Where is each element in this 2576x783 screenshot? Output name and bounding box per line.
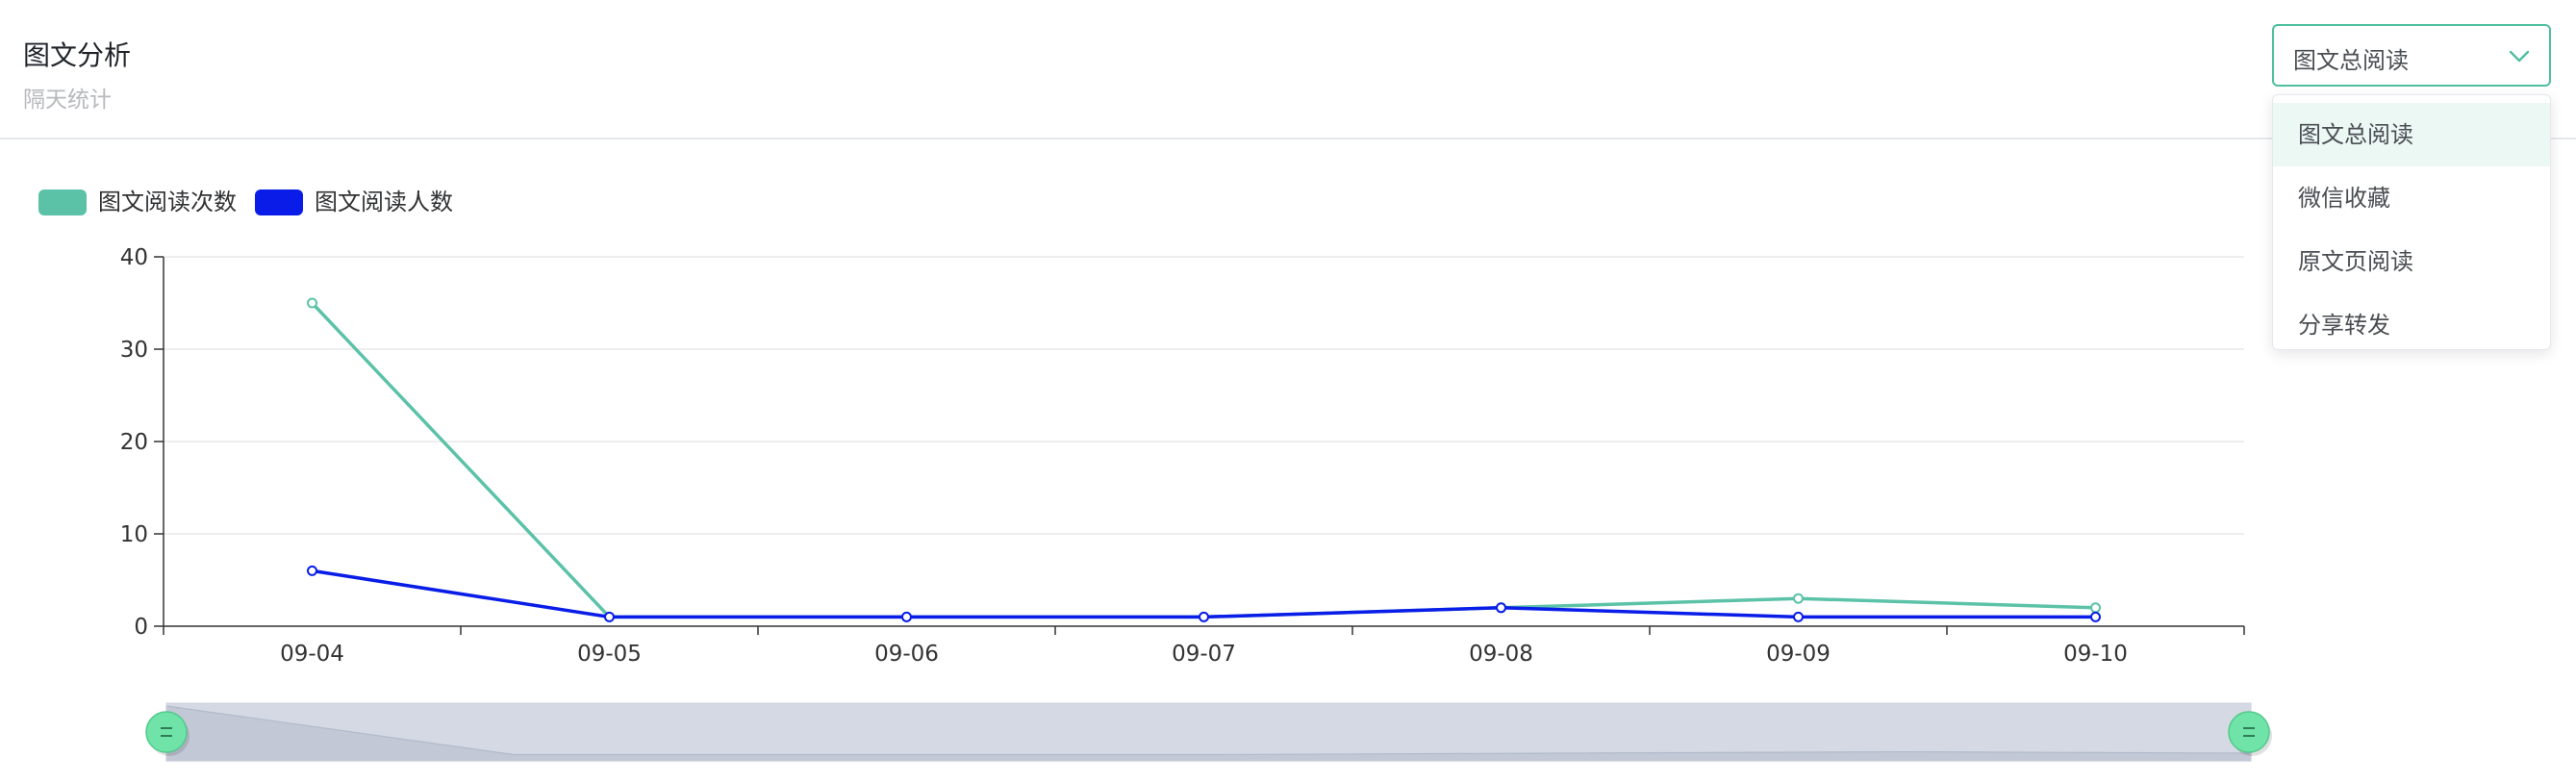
handle-knob	[145, 711, 188, 753]
datazoom-handle-right[interactable]	[2228, 711, 2272, 756]
dropdown-option-total-reads[interactable]: 图文总阅读	[2273, 103, 2550, 166]
data-point	[2090, 611, 2101, 622]
y-tick-label: 30	[120, 338, 148, 363]
chevron-down-icon	[2509, 50, 2530, 63]
metric-select[interactable]: 图文总阅读	[2272, 24, 2551, 87]
datazoom-handle-left[interactable]	[145, 711, 189, 756]
metric-select-value: 图文总阅读	[2293, 47, 2409, 74]
legend-swatch-reader-count	[255, 189, 303, 215]
page-title: 图文分析	[23, 39, 132, 71]
data-point	[901, 611, 912, 622]
dropdown-option-original-page-reads[interactable]: 原文页阅读	[2298, 248, 2413, 275]
data-point	[307, 297, 317, 309]
data-point	[2090, 602, 2101, 614]
legend-swatch-read-count	[38, 189, 87, 215]
data-point	[604, 611, 615, 622]
x-tick-label: 09-09	[1766, 642, 1831, 667]
x-tick-label: 09-08	[1469, 642, 1533, 667]
data-point	[1793, 593, 1804, 604]
x-tick-label: 09-05	[577, 642, 642, 667]
page-subtitle: 隔天统计	[23, 88, 112, 113]
series-line-1	[312, 568, 2096, 619]
data-point	[1199, 611, 1209, 622]
x-tick-label: 09-04	[280, 642, 344, 667]
x-tick-label: 09-07	[1172, 642, 1236, 667]
page-header: 图文分析 隔天统计	[0, 0, 2576, 139]
x-tick-label: 09-06	[874, 642, 939, 667]
series-line-0	[311, 301, 2096, 619]
data-point	[1793, 611, 1804, 622]
legend-label-reader-count: 图文阅读人数	[315, 189, 453, 215]
y-tick-label: 20	[120, 430, 148, 455]
data-point	[307, 565, 317, 576]
metric-dropdown: 图文总阅读 微信收藏 原文页阅读 分享转发	[2272, 94, 2551, 350]
data-point	[1496, 602, 1506, 614]
y-tick-label: 0	[134, 615, 148, 640]
y-tick-label: 40	[120, 245, 148, 270]
y-tick-label: 10	[120, 522, 148, 547]
legend-label-read-count: 图文阅读次数	[98, 189, 237, 215]
datazoom-selection	[165, 702, 2252, 762]
handle-knob	[2228, 711, 2270, 753]
dropdown-option-share-forward[interactable]: 分享转发	[2298, 312, 2390, 339]
x-tick-label: 09-10	[2063, 642, 2128, 667]
dropdown-option-wechat-favorites[interactable]: 微信收藏	[2298, 185, 2390, 212]
